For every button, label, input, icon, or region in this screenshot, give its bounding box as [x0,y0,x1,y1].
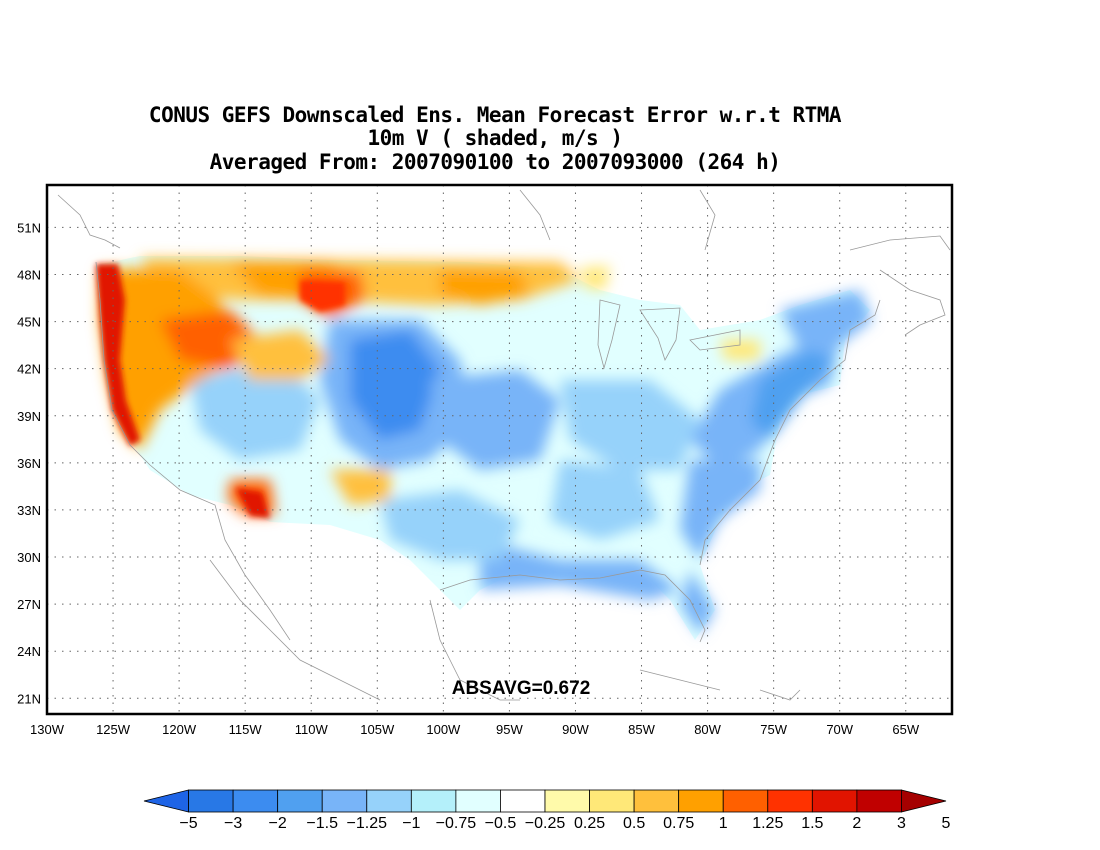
colorbar-label: −1 [402,815,420,832]
colorbar-label: −2 [269,815,287,832]
mexico-coast [209,559,801,701]
map-title-line-1: CONUS GEFS Downscaled Ens. Mean Forecast… [148,103,842,127]
colorbar-box [188,789,234,813]
colorbar-box [544,789,590,813]
colorbar-box [366,789,412,813]
colorbar-box [232,789,279,813]
lat-label: 33N [17,503,41,518]
latitude-labels: 51N 48N 45N 42N 39N 36N 33N 30N 27N 24N 21N [17,220,41,706]
lat-label: 45N [17,315,41,330]
west-coast-strip [96,264,345,518]
colorbar-box [722,789,769,813]
colorbar-label: −0.25 [525,815,566,832]
colorbar-label: −1.5 [306,815,338,832]
lon-label: 65W [892,722,919,737]
colorbar-box [143,789,189,813]
lon-label: 130W [30,722,65,737]
east-coastline [699,299,881,566]
lat-label: 27N [17,597,41,612]
colorbar-box [410,789,457,813]
colorbar-label: 2 [852,815,861,832]
colorbar-label: −0.5 [485,815,517,832]
colorbar-label: −3 [224,815,242,832]
lat-label: 39N [17,409,41,424]
colorbar-box [678,789,724,813]
lon-label: 115W [229,722,263,737]
colorbar-box [589,789,635,813]
graticule [47,185,952,714]
colorbar-label: 0.25 [574,815,605,832]
error-blobs [100,258,872,635]
colorbar-label: 0.5 [623,815,645,832]
colorbar-label: 3 [897,815,906,832]
coastlines [57,189,951,701]
west-coastline [95,261,291,641]
lat-label: 48N [17,267,41,282]
longitude-labels: 130W 125W 120W 115W 110W 105W 100W 95W 90W 85W 80W… [30,722,920,737]
canada-coast [57,189,951,336]
colorbar-box [767,789,813,813]
colorbar-box [633,789,680,813]
lon-label: 85W [628,722,655,737]
gulf-coastline [439,569,706,643]
colorbar-label: −0.75 [436,815,477,832]
lat-label: 24N [17,644,41,659]
colorbar-boxes [143,789,947,813]
colorbar-box [321,789,368,813]
colorbar-box [455,789,501,813]
colorbar-box [500,789,546,813]
colorbar-box [856,789,902,813]
lat-label: 21N [17,691,41,706]
lon-label: 100W [426,722,461,737]
forecast-error-map: 51N 48N 45N 42N 39N 36N 33N 30N 27N 24N 21N 130W 12… [17,183,954,737]
map-title-line-2: 10m V ( shaded, m/s ) [367,126,623,150]
colorbar-box [811,789,858,813]
lon-label: 75W [760,722,787,737]
colorbar-box [277,789,323,813]
colorbar-box [901,789,947,813]
lon-label: 80W [694,722,721,737]
lon-label: 90W [562,722,589,737]
colorbar-label: 1 [719,815,728,832]
absavg-annotation: ABSAVG=0.672 [452,678,591,699]
colorbar-label: 1.25 [752,815,783,832]
great-lakes-outline [597,299,741,370]
lat-label: 36N [17,456,41,471]
lon-label: 105W [360,722,395,737]
colorbar-label: −5 [179,815,197,832]
colorbar-label: 1.5 [801,815,823,832]
lat-label: 42N [17,362,41,377]
lat-label: 51N [17,220,41,235]
map-title-line-3: Averaged From: 2007090100 to 2007093000 … [209,150,781,174]
lon-label: 110W [295,722,329,737]
shaded-field [96,256,872,640]
colorbar-label: 0.75 [663,815,694,832]
colorbar-label: 5 [942,815,951,832]
lon-label: 95W [496,722,523,737]
lon-label: 125W [96,722,131,737]
map-frame [45,183,954,716]
lat-label: 30N [17,550,41,565]
lon-label: 70W [826,722,853,737]
colorbar-labels: −5 −3 −2 −1.5 −1.25 −1 −0.75 −0.5 −0.25 0.25 0.5 0.… [179,815,950,832]
colorbar-label: −1.25 [347,815,388,832]
lon-label: 120W [162,722,197,737]
